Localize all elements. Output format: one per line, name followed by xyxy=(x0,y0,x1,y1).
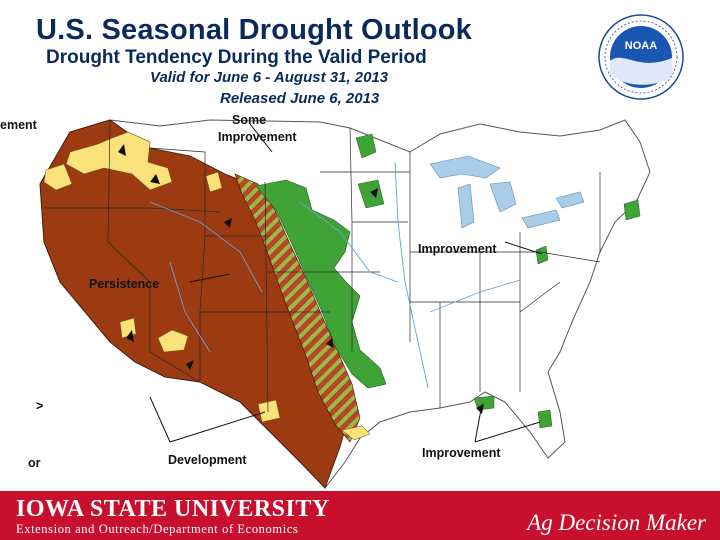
label-some: Some xyxy=(232,113,266,127)
improvement-florida xyxy=(537,409,553,429)
map-subtitle: Drought Tendency During the Valid Period xyxy=(46,47,427,68)
improvement-east xyxy=(535,245,549,265)
development-arizona xyxy=(157,329,189,353)
improvement-northeast xyxy=(623,199,641,221)
legend-cut-top: ement xyxy=(0,118,38,132)
improvement-plains xyxy=(255,179,387,389)
label-persistence: Persistence xyxy=(89,277,159,291)
development-montana xyxy=(65,131,173,191)
header: U.S. Seasonal Drought Outlook Drought Te… xyxy=(0,0,720,116)
noaa-text: NOAA xyxy=(625,40,657,52)
great-lakes xyxy=(429,155,585,229)
development-texas-coast xyxy=(341,425,371,441)
improvement-nd xyxy=(355,133,377,159)
some-improvement-region xyxy=(234,173,361,443)
noaa-seal-text-ring xyxy=(604,20,678,94)
label-some-improvement: Improvement xyxy=(218,130,297,144)
development-nw xyxy=(43,163,73,191)
legend-cut-bottom: or xyxy=(28,456,41,470)
noaa-seal-wave xyxy=(610,57,672,85)
tendency-arrows xyxy=(118,144,484,414)
footer-bar xyxy=(0,491,720,540)
university-name: IOWA STATE UNIVERSITY xyxy=(16,496,330,522)
rivers xyxy=(149,161,521,389)
label-improvement-south: Improvement xyxy=(422,446,501,460)
brand-name: Ag Decision Maker xyxy=(527,510,706,535)
development-new-mexico xyxy=(257,399,281,423)
drought-outlook-map: Some Improvement Persistence Improvement… xyxy=(0,113,651,489)
noaa-logo: NOAA xyxy=(598,14,684,100)
department-text: Extension and Outreach/Department of Eco… xyxy=(16,522,299,536)
map-title: U.S. Seasonal Drought Outlook xyxy=(36,14,472,46)
state-borders xyxy=(44,119,601,413)
legend-chevron: > xyxy=(36,399,43,413)
valid-period: Valid for June 6 - August 31, 2013 xyxy=(150,69,389,86)
improvement-mn xyxy=(357,179,385,209)
label-development: Development xyxy=(168,453,247,467)
label-improvement-east: Improvement xyxy=(418,242,497,256)
release-date: Released June 6, 2013 xyxy=(220,90,380,107)
development-dakota xyxy=(205,171,223,193)
